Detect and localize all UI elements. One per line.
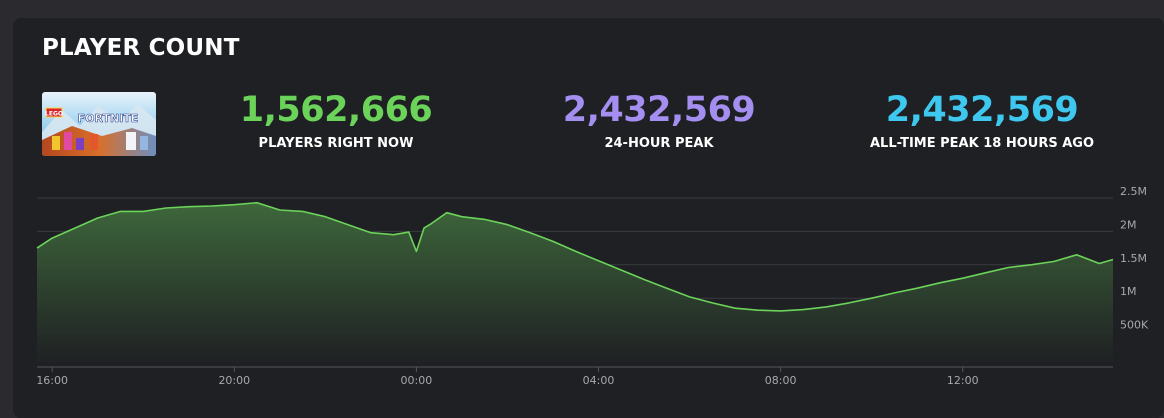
- peak-24h-value: 2,432,569: [562, 90, 756, 130]
- player-count-chart: 16:00 20:00 00:00 04:00 08:00 12:00 500K 1M 1.5M…: [36, 185, 1149, 387]
- thumbnail-logo-text: LEGO: [45, 111, 63, 118]
- player-count-area: [37, 202, 1113, 365]
- all-time-peak-value: 2,432,569: [885, 90, 1079, 130]
- y-tick-label: 2.5M: [1120, 185, 1147, 198]
- fortnite-cover-art-icon: LEGO FORTNITE: [42, 92, 156, 156]
- player-count-line: [36, 201, 1114, 312]
- players-now-value: 1,562,666: [239, 90, 433, 130]
- players-now-label: PLAYERS RIGHT NOW: [258, 136, 414, 151]
- x-tick-label: 00:00: [401, 374, 433, 387]
- x-tick-label: 16:00: [36, 374, 68, 387]
- panel-title: PLAYER COUNT: [42, 35, 240, 61]
- all-time-peak-label: ALL-TIME PEAK 18 HOURS AGO: [869, 136, 1095, 151]
- x-tick-label: 08:00: [765, 374, 797, 387]
- x-tick-label: 20:00: [218, 374, 250, 387]
- x-tick-label: 12:00: [947, 374, 979, 387]
- player-count-panel: PLAYER COUNT LEGO FORTNITE 1,562,66: [13, 18, 1164, 418]
- stat-players-now: 1,562,666 PLAYERS RIGHT NOW: [240, 90, 433, 151]
- stat-24h-peak: 2,432,569 24-HOUR PEAK: [563, 90, 756, 151]
- peak-24h-label: 24-HOUR PEAK: [604, 136, 714, 151]
- stat-all-time-peak: 2,432,569 ALL-TIME PEAK 18 HOURS AGO: [870, 90, 1094, 151]
- thumbnail-game-title: FORTNITE: [78, 112, 139, 125]
- y-tick-label: 1M: [1120, 285, 1137, 298]
- y-tick-label: 500K: [1120, 319, 1149, 332]
- y-tick-label: 1.5M: [1120, 252, 1147, 265]
- x-tick-label: 04:00: [583, 374, 615, 387]
- y-tick-label: 2M: [1120, 218, 1137, 231]
